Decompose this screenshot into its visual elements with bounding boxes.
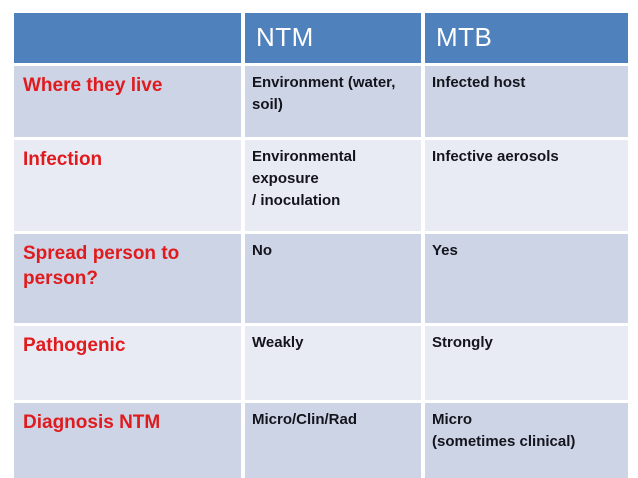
row-label-pathogenic: Pathogenic [14,326,241,400]
cell-where-they-live-ntm: Environment (water, soil) [245,66,421,137]
cell-diagnosis-mtb: Micro (sometimes clinical) [425,403,628,478]
cell-spread-ntm: No [245,234,421,323]
header-cell-ntm: NTM [245,13,421,63]
header-corner-cell [14,13,241,63]
ntm-mtb-comparison-table: NTM MTB Where they live Environment (wat… [14,13,630,478]
cell-pathogenic-ntm: Weakly [245,326,421,400]
row-label-diagnosis-ntm: Diagnosis NTM [14,403,241,478]
row-label-spread-person-to-person: Spread person to person? [14,234,241,323]
row-label-infection: Infection [14,140,241,231]
header-cell-mtb: MTB [425,13,628,63]
cell-infection-mtb: Infective aerosols [425,140,628,231]
cell-where-they-live-mtb: Infected host [425,66,628,137]
cell-diagnosis-ntm: Micro/Clin/Rad [245,403,421,478]
row-label-where-they-live: Where they live [14,66,241,137]
cell-pathogenic-mtb: Strongly [425,326,628,400]
cell-spread-mtb: Yes [425,234,628,323]
cell-infection-ntm: Environmental exposure / inoculation [245,140,421,231]
